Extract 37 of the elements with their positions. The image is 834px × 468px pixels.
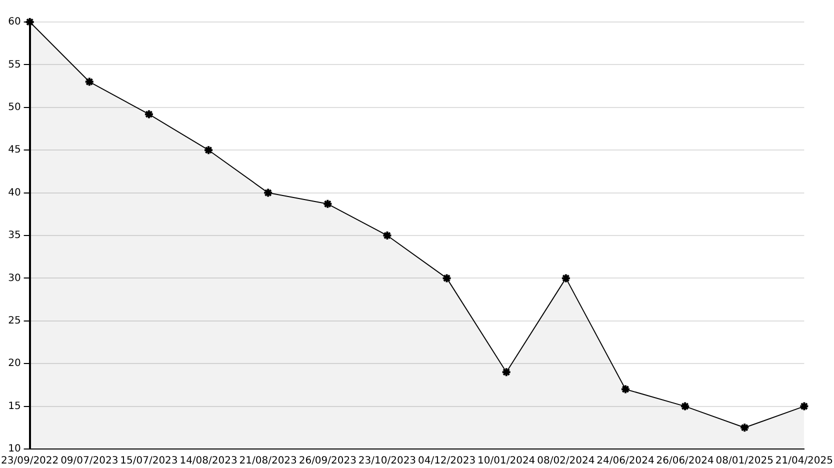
point xyxy=(740,422,750,433)
y-tick-label: 40 xyxy=(8,187,21,198)
point xyxy=(501,367,512,378)
y-tick-label: 35 xyxy=(8,230,21,242)
x-tick-label: 21/04/2025 xyxy=(775,456,833,467)
x-tick-label: 15/07/2023 xyxy=(120,456,178,467)
x-tick-label: 04/12/2023 xyxy=(418,456,476,467)
x-tick-label: 23/10/2023 xyxy=(358,456,416,467)
point xyxy=(560,273,571,284)
point xyxy=(204,145,214,156)
x-tick-label: 09/07/2023 xyxy=(60,456,118,467)
x-tick-label: 26/09/2023 xyxy=(298,456,356,467)
y-tick-label: 50 xyxy=(8,102,21,113)
x-tick-label: 08/02/2024 xyxy=(537,456,595,467)
x-tick-label: 26/06/2024 xyxy=(656,456,714,467)
y-tick-label: 25 xyxy=(8,315,21,326)
y-tick-label: 55 xyxy=(8,59,21,70)
point xyxy=(263,188,274,198)
y-tick-label: 45 xyxy=(8,144,21,156)
x-tick-label: 08/01/2025 xyxy=(716,456,774,467)
point xyxy=(680,401,690,412)
point xyxy=(382,230,392,240)
y-tick-label: 15 xyxy=(8,400,21,412)
y-tick-label: 20 xyxy=(8,358,21,370)
y-tick-label: 30 xyxy=(8,272,21,284)
x-tick-label: 10/01/2024 xyxy=(478,456,536,467)
point xyxy=(144,109,154,120)
x-tick-label: 24/06/2024 xyxy=(596,456,654,467)
x-tick-label: 14/08/2023 xyxy=(180,456,238,467)
point xyxy=(322,198,333,209)
point xyxy=(84,76,94,87)
y-tick-label: 10 xyxy=(8,444,21,455)
y-tick-label: 60 xyxy=(8,16,21,28)
point xyxy=(442,273,452,284)
x-tick-label: 21/08/2023 xyxy=(239,456,297,467)
x-tick-label: 23/09/2022 xyxy=(1,456,59,467)
point xyxy=(620,384,630,394)
